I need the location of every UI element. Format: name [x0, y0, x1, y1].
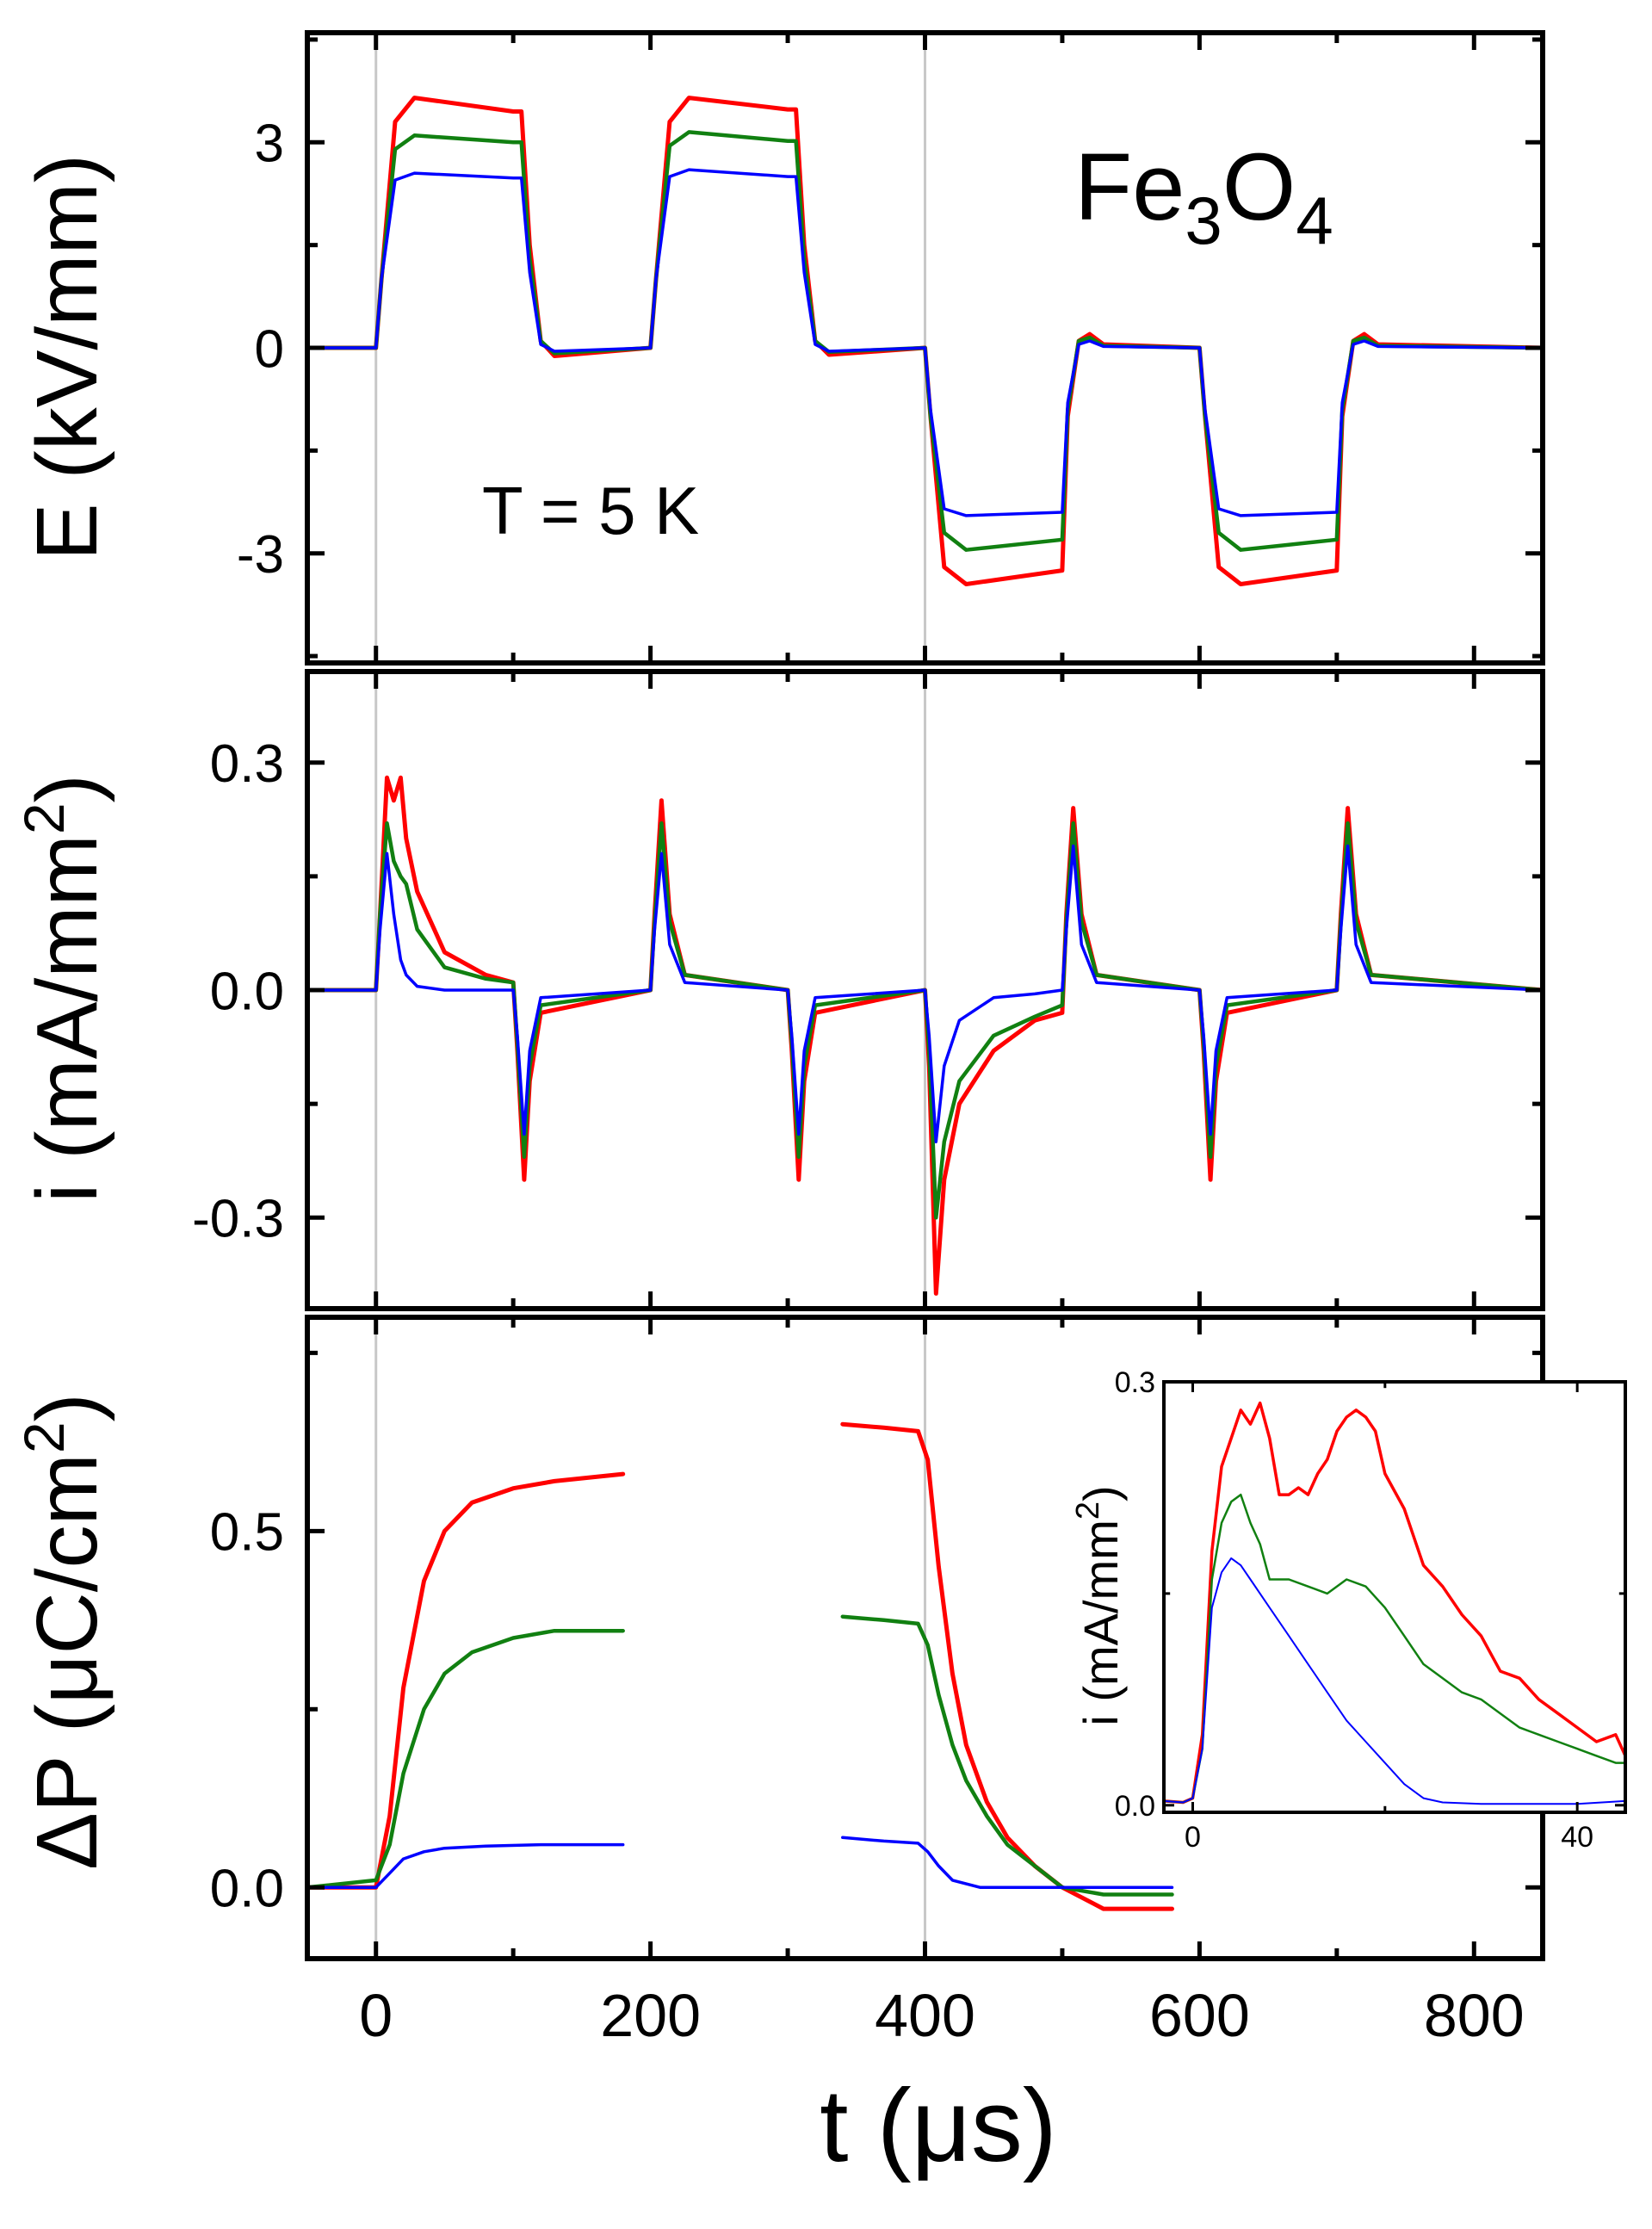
- e-field-series: [305, 33, 1545, 663]
- middle-series-2-line: [306, 844, 1544, 1143]
- inset-tick-labels: 0.0 0.3 0 40: [1115, 1366, 1593, 1854]
- bottom-ytick-label: 0.5: [210, 1503, 284, 1563]
- middle-series-0-line: [305, 775, 1545, 1296]
- middle-ytick-label: 0.0: [210, 962, 284, 1021]
- inset-xtick-label: 0: [1185, 1821, 1201, 1854]
- material-label: Fe3O4: [1074, 134, 1333, 258]
- panel-current: -0.3 0.0 0.3: [192, 669, 1545, 1311]
- middle-ytick-label: -0.3: [192, 1190, 284, 1249]
- bottom-series-2-line-seg0: [306, 1842, 625, 1889]
- temperature-label: T = 5 K: [482, 473, 699, 548]
- time-xlabel: t (μs): [820, 2068, 1057, 2183]
- bottom-ytick-label: 0.0: [210, 1860, 284, 1919]
- middle-series-1-line: [305, 820, 1545, 1220]
- panel-e-field: -3 0 3: [237, 30, 1545, 666]
- inset-series-2-line: [1163, 1557, 1626, 1805]
- top-series-2-line: [306, 168, 1544, 517]
- e-field-ticks: [307, 33, 1543, 663]
- bottom-xtick-label: 400: [875, 1982, 975, 2049]
- inset-ylabel: i (mA/mm2): [1070, 1485, 1128, 1725]
- polarization-series: [305, 1317, 1174, 1959]
- bottom-series-2-line-seg1: [841, 1836, 1174, 1889]
- inset-series-0-line: [1162, 1401, 1627, 1805]
- bottom-xtick-label: 800: [1424, 1982, 1525, 2049]
- inset-ticks: [1164, 1380, 1625, 1812]
- top-ytick-label: -3: [237, 525, 284, 585]
- bottom-xtick-label: 600: [1149, 1982, 1250, 2049]
- inset-ytick-label: 0.0: [1115, 1790, 1155, 1823]
- inset-xtick-label: 40: [1561, 1821, 1593, 1854]
- polarization-ylabel: ΔP (μC/cm2): [12, 1393, 115, 1870]
- inset-series: [1162, 1401, 1627, 1805]
- e-field-tick-labels: -3 0 3: [237, 115, 284, 585]
- bottom-xtick-label: 200: [600, 1982, 701, 2049]
- current-series: [305, 672, 1545, 1309]
- panel-polarization: 0.0 0.5 0 200 400 600 800: [210, 1315, 1545, 2049]
- inset-background: [1164, 1382, 1625, 1812]
- bottom-series-1-line-seg0: [305, 1628, 625, 1890]
- panel-inset-current: 0.0 0.3 0 40: [1115, 1366, 1627, 1854]
- top-ytick-label: 0: [255, 319, 284, 379]
- bottom-xtick-label: 0: [359, 1982, 393, 2049]
- current-ticks: [307, 672, 1543, 1309]
- top-ytick-label: 3: [255, 115, 284, 174]
- polarization-ticks: [307, 1317, 1543, 1959]
- inset-frame: [1162, 1380, 1627, 1814]
- middle-ytick-label: 0.3: [210, 734, 284, 794]
- bottom-series-0-line-seg0: [305, 1471, 626, 1890]
- e-field-ylabel: E (kV/mm): [19, 154, 115, 560]
- current-tick-labels: -0.3 0.0 0.3: [192, 734, 284, 1249]
- inset-ytick-label: 0.3: [1115, 1366, 1155, 1399]
- current-ylabel: i (mA/mm2): [12, 774, 115, 1203]
- polarization-tick-labels: 0.0 0.5 0 200 400 600 800: [210, 1503, 1525, 2049]
- inset-series-1-line: [1162, 1493, 1627, 1804]
